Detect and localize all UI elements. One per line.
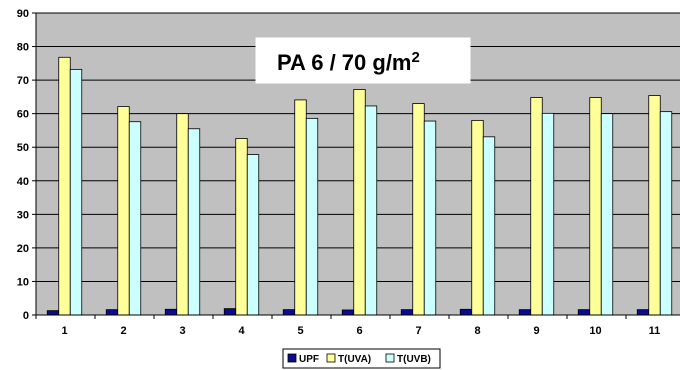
bar-t-uvb-10: [600, 113, 614, 316]
bar-t-uvb-2: [128, 121, 142, 316]
x-tick-label: 4: [238, 325, 245, 337]
y-tick-label: 50: [17, 142, 29, 154]
bar-t-uvb-9: [541, 112, 555, 316]
bar-upf-11: [636, 309, 650, 316]
axes: [32, 12, 680, 319]
bar-upf-4: [223, 308, 237, 316]
x-tick-label: 5: [297, 325, 303, 337]
y-tick-label: 60: [17, 109, 29, 121]
x-tick-label: 1: [61, 325, 67, 337]
bar-t-uva-6: [353, 89, 366, 316]
y-tick-label: 0: [23, 310, 29, 322]
bar-t-uvb-1: [69, 68, 83, 316]
legend-swatch-upf: [287, 353, 297, 363]
legend-swatch-t-uva: [326, 353, 336, 363]
chart-title: PA 6 / 70 g/m2: [277, 49, 420, 75]
bar-t-uva-11: [648, 95, 661, 316]
legend-label-t-uva: T(UVA): [338, 354, 371, 365]
chart-title-main: PA 6 / 70 g/m: [277, 50, 412, 75]
legend-box: [282, 348, 441, 369]
bar-t-uva-4: [235, 138, 248, 316]
bar-t-uvb-5: [305, 117, 319, 316]
bars: [46, 56, 673, 316]
bar-upf-5: [282, 309, 296, 316]
bar-upf-10: [577, 309, 591, 316]
x-tick-labels: 1 2 3 4 5 6 7 8 9 10 11: [61, 325, 660, 337]
y-tick-label: 30: [17, 209, 29, 221]
y-tick-labels: 0 10 20 30 40 50 60 70 80 90: [17, 8, 29, 322]
bar-upf-1: [46, 310, 60, 316]
y-tick-label: 70: [17, 75, 29, 87]
legend-label-upf: UPF: [299, 354, 319, 365]
x-tick-label: 11: [649, 325, 661, 337]
y-tick-label: 80: [17, 42, 29, 54]
bar-upf-3: [164, 308, 178, 316]
chart-title-background: [255, 37, 471, 84]
legend-label-t-uvb: T(UVB): [397, 354, 431, 365]
legend: UPF T(UVA) T(UVB): [282, 348, 441, 369]
y-tick-label: 90: [17, 8, 29, 20]
bar-t-uvb-7: [423, 120, 437, 316]
bar-t-uva-3: [176, 113, 189, 316]
y-tick-label: 10: [17, 276, 29, 288]
bar-upf-8: [459, 308, 473, 316]
x-tick-label: 9: [533, 325, 539, 337]
bar-t-uva-2: [117, 106, 130, 316]
y-tick-label: 40: [17, 176, 29, 188]
bar-t-uva-8: [471, 119, 484, 316]
bar-t-uva-5: [294, 99, 307, 316]
x-tick-label: 6: [356, 325, 362, 337]
bar-t-uva-7: [412, 103, 425, 316]
bar-t-uva-1: [58, 56, 71, 316]
bar-t-uvb-3: [187, 128, 201, 316]
bar-t-uva-10: [589, 97, 602, 316]
chart-title-superscript: 2: [412, 49, 420, 66]
x-tick-label: 10: [589, 325, 601, 337]
bar-upf-2: [105, 309, 119, 316]
bar-upf-9: [518, 309, 532, 316]
x-tick-label: 8: [474, 325, 480, 337]
x-tick-label: 7: [415, 325, 421, 337]
chart-title-box: PA 6 / 70 g/m2: [255, 37, 471, 84]
bar-upf-7: [400, 309, 414, 316]
bar-t-uva-9: [530, 97, 543, 316]
bar-upf-6: [341, 309, 355, 316]
bar-t-uvb-8: [482, 136, 496, 316]
legend-swatch-t-uvb: [385, 353, 395, 363]
bar-t-uvb-4: [246, 154, 260, 316]
bar-t-uvb-11: [659, 111, 673, 316]
y-tick-label: 20: [17, 243, 29, 255]
x-tick-label: 2: [120, 325, 126, 337]
bar-t-uvb-6: [364, 105, 378, 316]
x-tick-label: 3: [179, 325, 185, 337]
